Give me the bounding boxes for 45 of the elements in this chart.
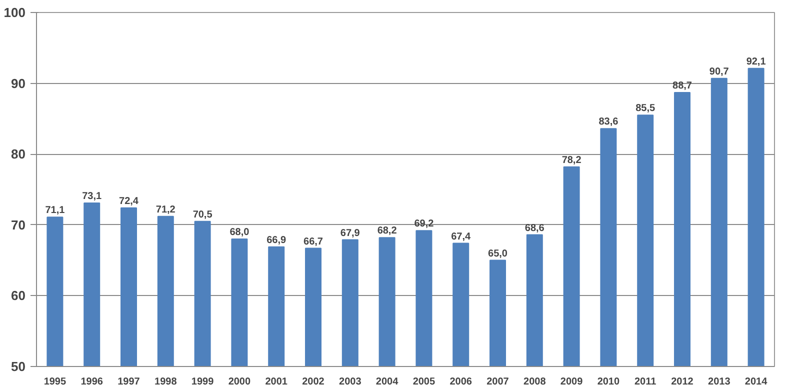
y-tick-label: 100: [4, 5, 26, 20]
data-label: 72,4: [119, 196, 139, 207]
x-tick-label: 2002: [302, 376, 325, 388]
y-tick-label: 90: [11, 76, 26, 91]
y-tick-label: 50: [11, 359, 26, 374]
data-label: 88,7: [672, 80, 692, 92]
data-label: 68,6: [524, 222, 545, 234]
data-label: 66,9: [266, 234, 287, 246]
data-label: 65,0: [488, 248, 508, 260]
x-tick-label: 2012: [671, 376, 694, 388]
x-tick-label: 2007: [486, 376, 510, 388]
x-tick-label: 2013: [708, 376, 731, 388]
data-label: 78,2: [562, 154, 582, 166]
data-label: 68,2: [377, 226, 398, 237]
x-tick-label: 1997: [118, 376, 140, 388]
data-label: 67,9: [340, 228, 360, 239]
x-tick-label: 2014: [744, 376, 768, 388]
data-label: 73,1: [82, 190, 102, 202]
x-tick-label: 2001: [265, 376, 288, 388]
data-label: 66,7: [304, 236, 324, 248]
data-label: 71,1: [45, 205, 66, 216]
x-tick-label: 2009: [560, 376, 584, 388]
data-label: 71,2: [156, 204, 176, 216]
x-tick-label: 2006: [450, 376, 472, 388]
data-label: 92,1: [746, 56, 766, 68]
data-label: 70,5: [192, 209, 213, 220]
y-tick-label: 70: [11, 217, 26, 232]
data-label: 67,4: [451, 231, 472, 242]
x-tick-label: 2003: [339, 376, 362, 388]
x-tick-label: 1999: [191, 376, 214, 388]
x-tick-label: 2005: [412, 376, 436, 388]
x-tick-label: 2008: [524, 376, 546, 388]
y-tick-label: 60: [11, 288, 26, 304]
x-tick-label: 2010: [597, 376, 620, 388]
data-label: 85,5: [636, 103, 656, 114]
x-tick-label: 1995: [44, 376, 67, 388]
data-label: 68,0: [230, 227, 250, 238]
x-tick-label: 2000: [228, 376, 252, 388]
data-label: 83,6: [598, 116, 619, 128]
x-tick-label: 1996: [80, 376, 104, 388]
data-label: 90,7: [709, 66, 730, 78]
x-tick-label: 2011: [634, 376, 657, 388]
x-tick-label: 1998: [154, 376, 178, 388]
x-tick-label: 2004: [376, 376, 399, 388]
y-tick-label: 80: [11, 146, 26, 162]
